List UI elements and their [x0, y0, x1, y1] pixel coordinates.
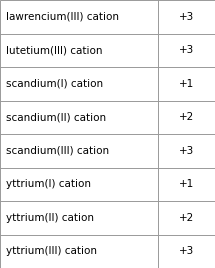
Text: +2: +2 [179, 112, 194, 122]
Text: +3: +3 [179, 45, 194, 55]
Text: scandium(III) cation: scandium(III) cation [6, 146, 110, 156]
Text: +1: +1 [179, 79, 194, 89]
Text: +3: +3 [179, 12, 194, 22]
Text: lawrencium(III) cation: lawrencium(III) cation [6, 12, 120, 22]
Text: lutetium(III) cation: lutetium(III) cation [6, 45, 103, 55]
Text: yttrium(III) cation: yttrium(III) cation [6, 246, 97, 256]
Text: +2: +2 [179, 213, 194, 223]
Text: scandium(II) cation: scandium(II) cation [6, 112, 107, 122]
Text: +1: +1 [179, 179, 194, 189]
Text: +3: +3 [179, 246, 194, 256]
Text: scandium(I) cation: scandium(I) cation [6, 79, 104, 89]
Text: +3: +3 [179, 146, 194, 156]
Text: yttrium(I) cation: yttrium(I) cation [6, 179, 91, 189]
Text: yttrium(II) cation: yttrium(II) cation [6, 213, 94, 223]
